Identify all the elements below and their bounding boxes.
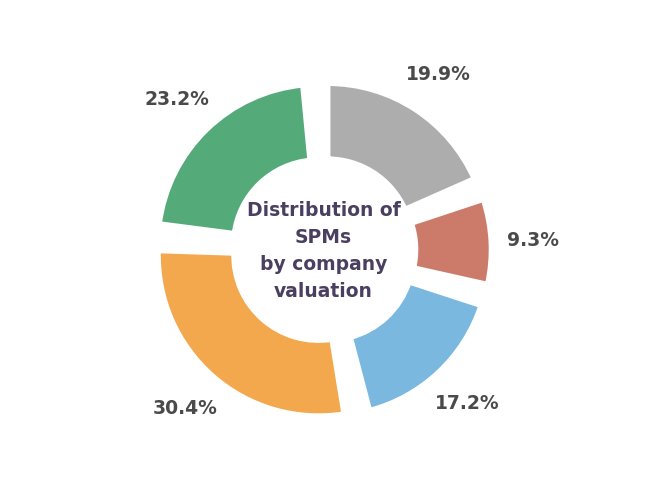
Text: 30.4%: 30.4%	[152, 399, 217, 417]
Text: 17.2%: 17.2%	[435, 394, 500, 413]
Wedge shape	[159, 86, 310, 234]
Wedge shape	[411, 200, 492, 285]
Wedge shape	[327, 84, 474, 210]
Text: 19.9%: 19.9%	[406, 65, 471, 84]
Text: 23.2%: 23.2%	[145, 90, 210, 109]
Text: Distribution of
SPMs
by company
valuation: Distribution of SPMs by company valuatio…	[247, 200, 400, 301]
Wedge shape	[350, 282, 481, 411]
Wedge shape	[158, 251, 344, 416]
Text: 9.3%: 9.3%	[507, 230, 560, 249]
